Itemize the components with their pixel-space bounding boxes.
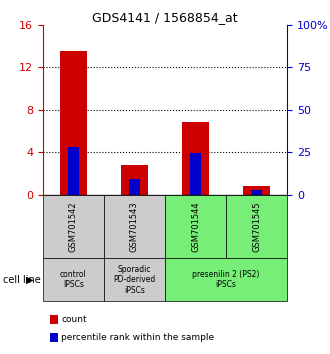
Text: count: count: [61, 315, 87, 324]
Bar: [243, 186, 270, 195]
Bar: [60, 51, 87, 195]
Text: percentile rank within the sample: percentile rank within the sample: [61, 333, 214, 342]
Text: GSM701542: GSM701542: [69, 201, 78, 252]
Text: ▶: ▶: [26, 275, 33, 285]
Text: cell line: cell line: [3, 275, 41, 285]
Bar: [190, 153, 201, 195]
Bar: [121, 165, 148, 195]
Text: control
IPSCs: control IPSCs: [60, 270, 87, 289]
Text: GSM701544: GSM701544: [191, 201, 200, 252]
Bar: [251, 190, 262, 195]
Text: presenilin 2 (PS2)
iPSCs: presenilin 2 (PS2) iPSCs: [192, 270, 260, 289]
Text: GSM701545: GSM701545: [252, 201, 261, 252]
Bar: [68, 147, 79, 195]
Bar: [182, 122, 209, 195]
Title: GDS4141 / 1568854_at: GDS4141 / 1568854_at: [92, 11, 238, 24]
Text: GSM701543: GSM701543: [130, 201, 139, 252]
Text: Sporadic
PD-derived
iPSCs: Sporadic PD-derived iPSCs: [113, 265, 156, 295]
Bar: [129, 178, 140, 195]
